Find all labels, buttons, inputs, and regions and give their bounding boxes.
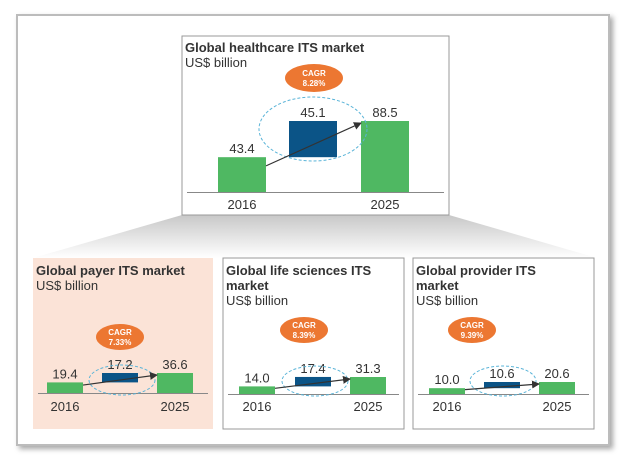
data-label: 19.4 [52, 366, 77, 381]
panel-title: market [226, 278, 269, 293]
data-label: 20.6 [544, 366, 569, 381]
growth-ellipse [88, 364, 156, 396]
cagr-label: CAGR [460, 321, 484, 330]
x-tick-label: 2016 [228, 197, 257, 212]
panel-subtitle: US$ billion [226, 293, 288, 308]
x-tick-label: 2025 [371, 197, 400, 212]
growth-arrow [82, 371, 158, 386]
data-label: 43.4 [229, 141, 254, 156]
growth-ellipse [258, 96, 368, 162]
cagr-value: 8.28% [303, 79, 326, 88]
data-label: 31.3 [355, 361, 380, 376]
cagr-value: 7.33% [109, 338, 132, 347]
data-label: 17.4 [300, 361, 325, 376]
bar-increment [295, 376, 331, 387]
bar-increment [289, 121, 337, 158]
bar-increment [484, 382, 520, 389]
x-tick-label: 2016 [433, 399, 462, 414]
bar-2016 [429, 388, 465, 394]
cagr-badge [96, 324, 144, 350]
panel-title: market [416, 278, 459, 293]
bar-2016 [239, 386, 275, 394]
cagr-value: 9.39% [461, 331, 484, 340]
data-label: 88.5 [372, 105, 397, 120]
bar-2025 [539, 382, 575, 394]
x-tick-label: 2016 [243, 399, 272, 414]
x-tick-label: 2016 [51, 399, 80, 414]
panel-title: Global life sciences ITS [226, 263, 372, 278]
panel-subtitle: US$ billion [185, 55, 247, 70]
panel-title: Global payer ITS market [36, 263, 186, 278]
cagr-badge [448, 317, 496, 343]
bar-2025 [350, 377, 386, 394]
cagr-label: CAGR [292, 321, 316, 330]
x-tick-label: 2025 [354, 399, 383, 414]
cagr-label: CAGR [302, 69, 326, 78]
growth-arrow [265, 122, 362, 167]
data-label: 10.0 [434, 372, 459, 387]
x-tick-label: 2025 [543, 399, 572, 414]
panel-title: Global healthcare ITS market [185, 40, 365, 55]
bar-2025 [361, 121, 409, 192]
bar-2025 [157, 373, 193, 393]
zoom-connector [33, 215, 597, 258]
data-label: 45.1 [300, 105, 325, 120]
panel-title: Global provider ITS [416, 263, 536, 278]
panel-background [412, 257, 595, 430]
panel-background [222, 257, 405, 430]
bar-2016 [218, 157, 266, 192]
data-label: 36.6 [162, 357, 187, 372]
cagr-badge [280, 317, 328, 343]
bar-increment [102, 373, 138, 383]
panel-subtitle: US$ billion [36, 278, 98, 293]
bar-2016 [47, 382, 83, 393]
cagr-label: CAGR [108, 328, 132, 337]
x-tick-label: 2025 [161, 399, 190, 414]
growth-arrow [274, 375, 351, 389]
data-label: 17.2 [107, 357, 132, 372]
panel-subtitle: US$ billion [416, 293, 478, 308]
cagr-value: 8.39% [293, 331, 316, 340]
data-label: 14.0 [244, 370, 269, 385]
cagr-badge [285, 64, 343, 92]
growth-arrow [464, 380, 540, 391]
data-label: 10.6 [489, 366, 514, 381]
